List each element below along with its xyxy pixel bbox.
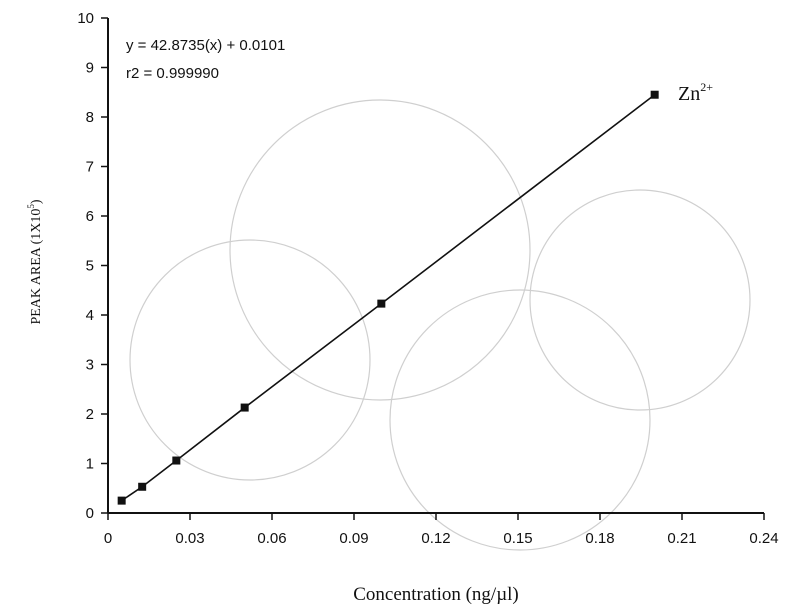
series-label-sup: 2+ (700, 80, 713, 94)
x-tick-label: 0 (104, 530, 112, 547)
x-tick-label: 0.21 (667, 530, 696, 547)
ticks: 0 0.03 0.06 0.09 0.12 0.15 0.18 0.21 0.24 0 1 2 3 4 5 6… (77, 10, 778, 547)
y-tick-label: 6 (86, 208, 94, 225)
x-tick-label: 0.12 (421, 530, 450, 547)
data-point (117, 496, 126, 505)
y-axis-title: PEAK AREA (1X105) (26, 199, 44, 324)
x-tick-label: 0.24 (749, 530, 778, 547)
y-tick-label: 4 (86, 307, 94, 324)
series-label: Zn2+ (678, 80, 713, 105)
y-tick-label: 7 (86, 159, 94, 176)
axes (107, 18, 764, 514)
x-tick-label: 0.03 (175, 530, 204, 547)
watermark (129, 99, 751, 551)
data-point (138, 482, 147, 491)
y-axis-title-main: PEAK AREA (1X10 (29, 209, 44, 325)
x-tick-label: 0.06 (257, 530, 286, 547)
y-tick-label: 2 (86, 406, 94, 423)
x-tick-label: 0.09 (339, 530, 368, 547)
y-tick-label: 8 (86, 109, 94, 126)
y-tick-label: 0 (86, 505, 94, 522)
watermark-ring (129, 239, 371, 481)
y-axis-title-close: ) (29, 199, 44, 204)
y-axis-title-sup: 5 (26, 204, 36, 209)
x-tick-label: 0.15 (503, 530, 532, 547)
y-tick-label: 10 (77, 10, 94, 27)
series-label-name: Zn (678, 83, 700, 105)
r2-text: r2 = 0.999990 (126, 65, 219, 82)
data-point (240, 403, 249, 412)
equation-text: y = 42.8735(x) + 0.0101 (126, 37, 285, 54)
watermark-ring (529, 189, 751, 411)
series-group (117, 90, 659, 505)
watermark-ring (389, 289, 651, 551)
y-tick-label: 5 (86, 258, 94, 275)
y-tick-label: 3 (86, 357, 94, 374)
y-tick-label: 1 (86, 456, 94, 473)
data-point (172, 456, 181, 465)
x-tick-label: 0.18 (585, 530, 614, 547)
data-point (377, 299, 386, 308)
y-tick-label: 9 (86, 60, 94, 77)
data-point (650, 90, 659, 99)
series-line (121, 94, 656, 502)
x-axis-title: Concentration (ng/µl) (353, 584, 519, 605)
watermark-ring (229, 99, 531, 401)
